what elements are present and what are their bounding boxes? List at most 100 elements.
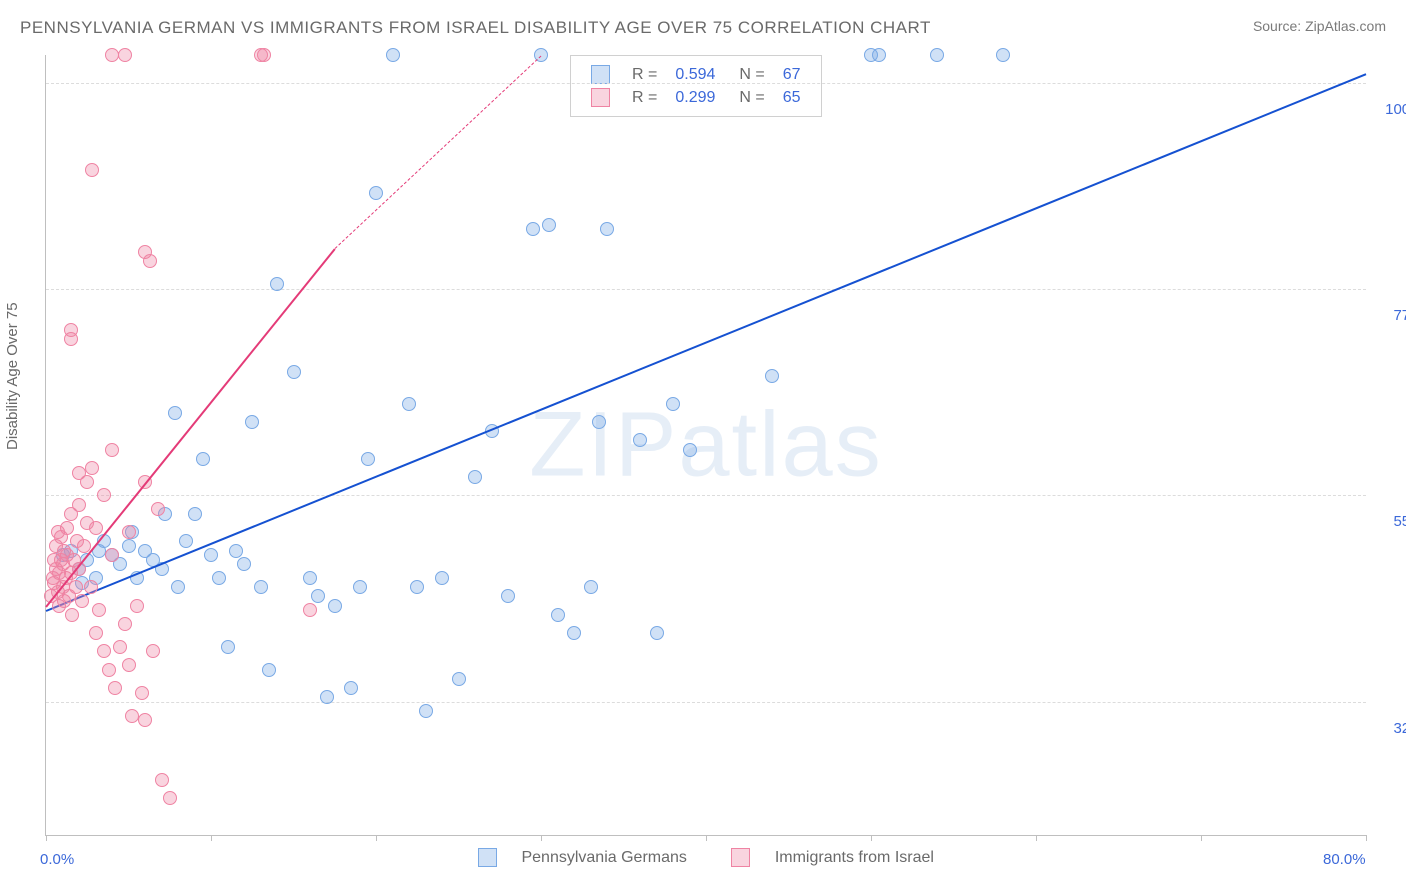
data-point-isr	[105, 548, 119, 562]
data-point-isr	[64, 323, 78, 337]
x-tick-mark	[376, 835, 377, 841]
legend-swatch-pg	[591, 65, 610, 84]
data-point-pg	[311, 589, 325, 603]
data-point-pg	[188, 507, 202, 521]
x-axis-min-label: 0.0%	[40, 851, 74, 868]
data-point-pg	[179, 534, 193, 548]
data-point-pg	[452, 672, 466, 686]
data-point-isr	[108, 681, 122, 695]
data-point-isr	[60, 521, 74, 535]
data-point-pg	[270, 277, 284, 291]
data-point-isr	[75, 594, 89, 608]
data-point-isr	[122, 525, 136, 539]
data-point-isr	[85, 461, 99, 475]
data-point-isr	[155, 773, 169, 787]
gridline	[46, 83, 1366, 84]
x-tick-mark	[541, 835, 542, 841]
data-point-pg	[262, 663, 276, 677]
data-point-isr	[122, 658, 136, 672]
data-point-isr	[151, 502, 165, 516]
data-point-pg	[419, 704, 433, 718]
data-point-pg	[872, 48, 886, 62]
data-point-pg	[196, 452, 210, 466]
gridline	[46, 702, 1366, 703]
data-point-isr	[303, 603, 317, 617]
x-tick-mark	[1366, 835, 1367, 841]
source-attribution: Source: ZipAtlas.com	[1253, 18, 1386, 34]
data-point-pg	[171, 580, 185, 594]
data-point-pg	[221, 640, 235, 654]
data-point-pg	[361, 452, 375, 466]
data-point-isr	[118, 617, 132, 631]
data-point-pg	[683, 443, 697, 457]
data-point-isr	[138, 713, 152, 727]
data-point-isr	[89, 626, 103, 640]
x-tick-mark	[211, 835, 212, 841]
data-point-pg	[666, 397, 680, 411]
data-point-isr	[89, 521, 103, 535]
data-point-isr	[69, 580, 83, 594]
data-point-isr	[125, 709, 139, 723]
data-point-isr	[113, 640, 127, 654]
data-point-pg	[168, 406, 182, 420]
data-point-pg	[765, 369, 779, 383]
data-point-pg	[501, 589, 515, 603]
data-point-pg	[320, 690, 334, 704]
data-point-pg	[542, 218, 556, 232]
trend-line	[46, 73, 1367, 612]
data-point-pg	[328, 599, 342, 613]
data-point-isr	[102, 663, 116, 677]
data-point-pg	[592, 415, 606, 429]
data-point-isr	[130, 599, 144, 613]
data-point-isr	[118, 48, 132, 62]
data-point-isr	[105, 48, 119, 62]
x-tick-mark	[871, 835, 872, 841]
legend-label-isr: Immigrants from Israel	[775, 849, 934, 866]
data-point-pg	[600, 222, 614, 236]
data-point-pg	[526, 222, 540, 236]
chart-title: PENNSYLVANIA GERMAN VS IMMIGRANTS FROM I…	[20, 18, 931, 38]
gridline	[46, 495, 1366, 496]
data-point-pg	[551, 608, 565, 622]
trend-line	[334, 55, 541, 248]
data-point-pg	[122, 539, 136, 553]
data-point-isr	[146, 644, 160, 658]
data-point-pg	[245, 415, 259, 429]
series-legend: Pennsylvania Germans Immigrants from Isr…	[46, 848, 1366, 867]
data-point-pg	[410, 580, 424, 594]
legend-label-pg: Pennsylvania Germans	[521, 849, 686, 866]
data-point-pg	[633, 433, 647, 447]
data-point-pg	[402, 397, 416, 411]
legend-swatch-isr	[591, 88, 610, 107]
data-point-pg	[353, 580, 367, 594]
data-point-isr	[72, 498, 86, 512]
legend-swatch-pg-bottom	[478, 848, 497, 867]
y-tick-label: 32.5%	[1376, 720, 1406, 737]
data-point-isr	[97, 488, 111, 502]
data-point-isr	[97, 644, 111, 658]
data-point-isr	[143, 254, 157, 268]
data-point-pg	[287, 365, 301, 379]
data-point-pg	[254, 580, 268, 594]
plot-area: ZIPatlas R = 0.594 N = 67 R = 0.299 N = …	[45, 55, 1366, 836]
data-point-isr	[92, 603, 106, 617]
data-point-isr	[163, 791, 177, 805]
watermark: ZIPatlas	[529, 393, 882, 498]
data-point-pg	[386, 48, 400, 62]
data-point-pg	[212, 571, 226, 585]
data-point-pg	[435, 571, 449, 585]
y-axis-label: Disability Age Over 75	[4, 302, 21, 450]
data-point-pg	[468, 470, 482, 484]
x-tick-mark	[1036, 835, 1037, 841]
data-point-isr	[65, 608, 79, 622]
data-point-isr	[72, 466, 86, 480]
correlation-legend: R = 0.594 N = 67 R = 0.299 N = 65	[570, 55, 822, 117]
data-point-pg	[369, 186, 383, 200]
data-point-pg	[567, 626, 581, 640]
y-tick-label: 55.0%	[1376, 513, 1406, 530]
data-point-isr	[257, 48, 271, 62]
data-point-isr	[84, 580, 98, 594]
legend-swatch-isr-bottom	[731, 848, 750, 867]
data-point-pg	[229, 544, 243, 558]
data-point-pg	[204, 548, 218, 562]
